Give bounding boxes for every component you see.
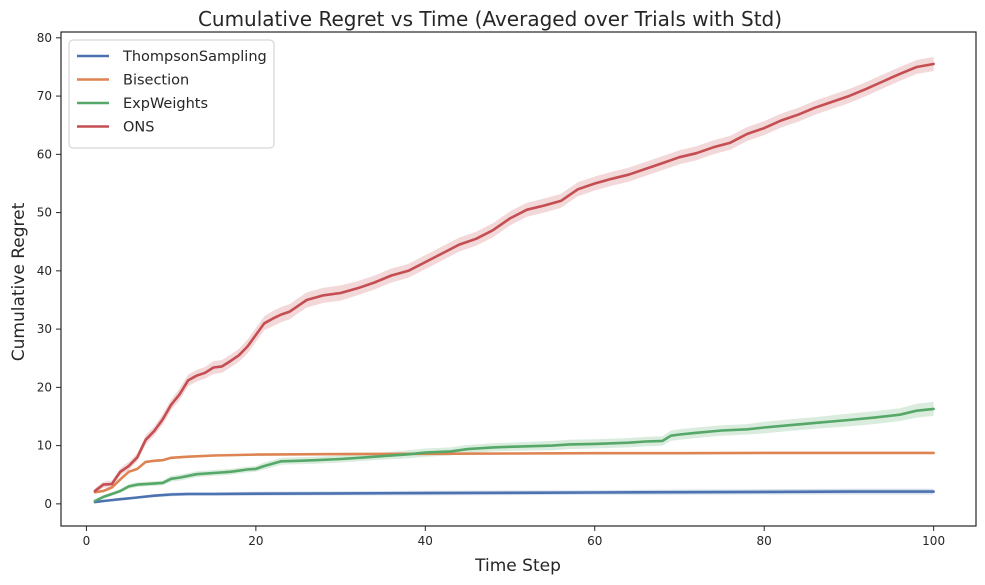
legend-label-bisection: Bisection [123,73,189,89]
series-line-bisection [93,451,935,494]
legend-label-expweights: ExpWeights [123,96,208,112]
legend-label-thompsonsampling: ThompsonSampling [122,49,267,65]
x-tick-label: 40 [418,534,433,548]
x-axis-title: Time Step [474,556,561,576]
std-band-ons [94,57,934,494]
series-line-expweights [93,407,935,503]
legend-box [68,39,275,149]
x-axis-ticks: 0 20 40 60 80 100 [83,526,945,548]
y-tick-label: 70 [37,89,52,103]
series-line-ons [93,62,935,493]
y-tick-label: 40 [37,264,52,278]
series-line-thompsonsampling [93,490,935,504]
chart-title: Cumulative Regret vs Time (Averaged over… [198,7,782,31]
y-tick-label: 60 [37,147,52,161]
y-tick-label: 30 [37,322,52,336]
y-tick-label: 20 [37,380,52,394]
std-band-expweights [94,401,934,503]
x-tick-label: 0 [83,534,91,548]
y-tick-label: 10 [37,439,52,453]
legend: ThompsonSampling Bisection ExpWeights ONS [68,39,275,149]
y-tick-label: 80 [37,31,52,45]
x-tick-label: 80 [757,534,772,548]
x-tick-label: 100 [922,534,945,548]
series-lines [93,62,935,504]
legend-label-ons: ONS [123,120,154,136]
plot-frame [60,31,977,527]
y-tick-label: 50 [37,206,52,220]
y-axis-title: Cumulative Regret [9,202,29,361]
y-axis-ticks: 0 10 20 30 40 50 60 70 80 [37,31,61,511]
x-tick-label: 20 [248,534,263,548]
y-tick-label: 0 [44,497,52,511]
x-tick-label: 60 [587,534,602,548]
